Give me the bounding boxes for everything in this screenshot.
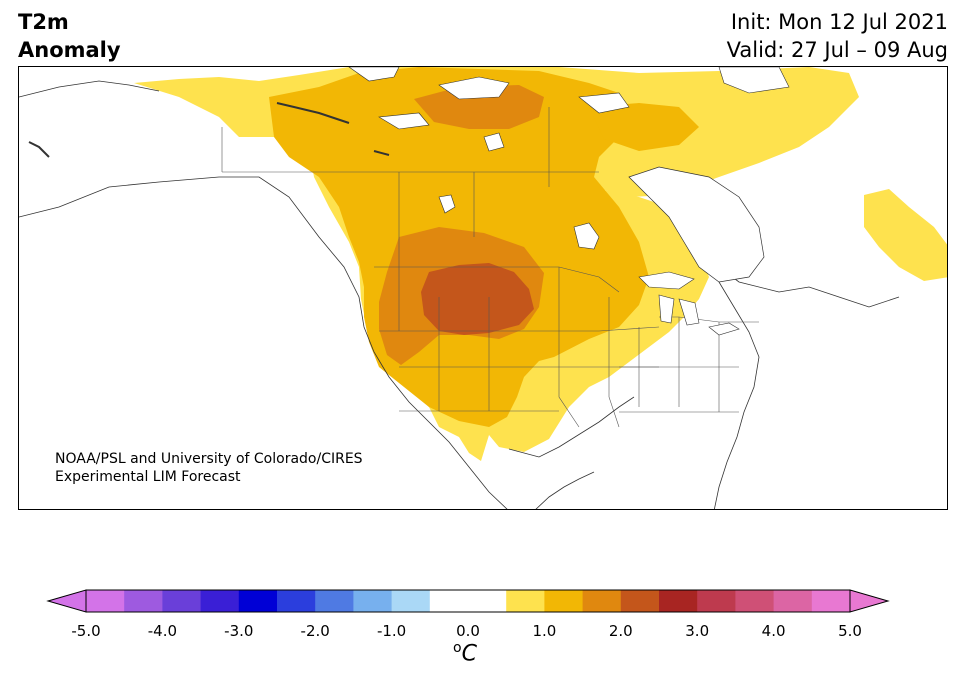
title-variable: T2m <box>18 10 69 34</box>
hudson-bay <box>628 166 765 283</box>
map-title: T2m Anomaly <box>18 8 121 64</box>
colorbar-cell <box>429 590 469 612</box>
lakes <box>438 132 740 336</box>
river-line <box>276 102 350 124</box>
colorbar-cell <box>811 590 851 612</box>
colorbar-cell <box>391 590 431 612</box>
colorbar-outline <box>85 589 851 613</box>
colorbar-tick-label: 0.0 <box>456 622 480 640</box>
colorbar-tick-label: -3.0 <box>224 622 254 640</box>
colorbar-cell <box>200 590 240 612</box>
colorbar-tick-label: 4.0 <box>761 622 786 640</box>
colorbar-cell <box>697 590 736 612</box>
colorbar-cell <box>659 590 698 612</box>
unit-degree: o <box>453 640 462 656</box>
map-canvas <box>19 67 947 509</box>
anomaly-map <box>18 66 948 510</box>
unit-symbol: C <box>461 641 477 667</box>
colorbar-cell <box>86 590 125 612</box>
colorbar-tick-label: 5.0 <box>838 622 862 640</box>
colorbar-tick-label: -4.0 <box>147 622 178 640</box>
colorbar-tick-label: 2.0 <box>608 622 633 640</box>
arctic-islands <box>348 67 790 130</box>
colorbar-cell <box>620 590 660 612</box>
colorbar-cell <box>315 590 354 612</box>
colorbar-unit: oC <box>453 640 477 666</box>
anomaly-region-light-newfoundland <box>864 189 947 281</box>
anomaly-region-max <box>421 263 534 335</box>
colorbar-under-arrow <box>46 589 87 613</box>
colorbar-cell <box>162 590 202 612</box>
colorbar-cell <box>277 590 316 612</box>
title-anomaly: Anomaly <box>18 38 121 62</box>
colorbar-cell <box>735 590 775 612</box>
colorbar-cell <box>506 590 545 612</box>
anomaly-region-orange <box>414 85 544 129</box>
border-lines <box>221 107 759 428</box>
colorbar-tick-label: 3.0 <box>685 622 710 640</box>
colorbar-cell <box>582 590 622 612</box>
colorbar-cell <box>124 590 163 612</box>
colorbar-tick-label: -2.0 <box>300 622 330 640</box>
colorbar-cell <box>353 590 393 612</box>
colorbar <box>46 589 890 613</box>
river-line-3 <box>28 141 50 158</box>
colorbar-tick-label: -1.0 <box>376 622 407 640</box>
credit-line-1: NOAA/PSL and University of Colorado/CIRE… <box>55 451 363 467</box>
colorbar-cell <box>238 590 278 612</box>
forecast-dates: Init: Mon 12 Jul 2021 Valid: 27 Jul – 09… <box>727 8 948 64</box>
credit-text: NOAA/PSL and University of Colorado/CIRE… <box>55 450 363 486</box>
colorbar-cell <box>544 590 584 612</box>
colorbar-cell <box>468 590 507 612</box>
colorbar-cell <box>773 590 813 612</box>
credit-line-2: Experimental LIM Forecast <box>55 469 241 485</box>
anomaly-region-medium-east <box>589 103 699 151</box>
colorbar-over-arrow <box>849 589 890 613</box>
valid-period: Valid: 27 Jul – 09 Aug <box>726 38 948 62</box>
init-date: Init: Mon 12 Jul 2021 <box>730 10 948 34</box>
colorbar-tick-label: 1.0 <box>532 622 557 640</box>
river-line-2 <box>373 150 390 156</box>
colorbar-tick-label: -5.0 <box>71 622 101 640</box>
